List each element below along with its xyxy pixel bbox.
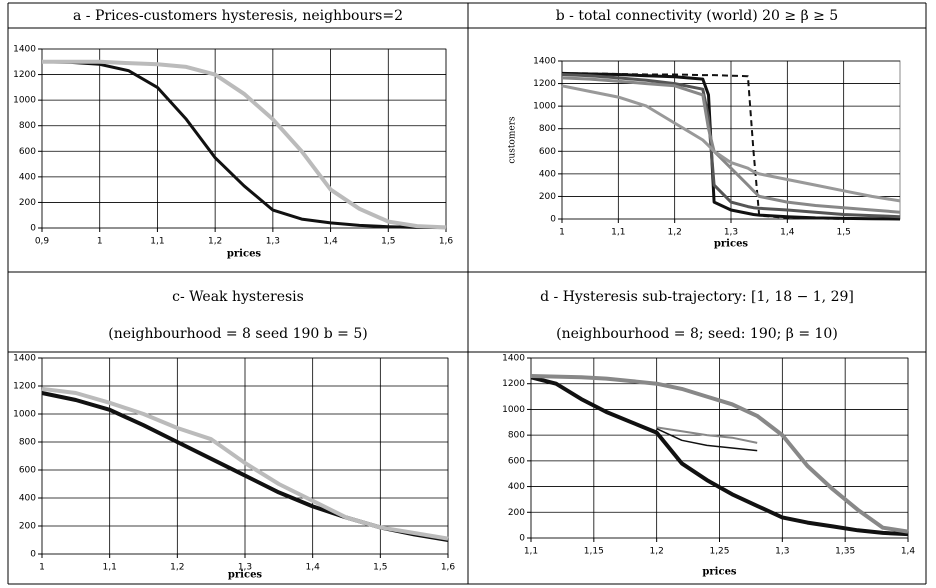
x-tick-label: 1,6 (439, 237, 454, 247)
series-line (561, 76, 901, 214)
y-tick-label: 1400 (13, 45, 36, 55)
y-tick-label: 1200 (533, 79, 556, 89)
y-tick-label: 0 (30, 224, 36, 234)
y-tick-label: 400 (19, 172, 36, 182)
y-tick-label: 1400 (13, 354, 36, 364)
x-axis-label: prices (228, 570, 263, 581)
y-tick-label: 200 (508, 508, 525, 518)
y-tick-label: 600 (19, 147, 36, 157)
series-line (561, 84, 901, 203)
x-tick-label: 1 (39, 563, 45, 573)
series-line (656, 426, 758, 444)
chart-title: d - Hysteresis sub-trajectory: [1, 18 − … (540, 289, 854, 305)
series-line (41, 386, 449, 541)
y-tick-label: 400 (508, 482, 525, 492)
y-tick-label: 1200 (13, 70, 36, 80)
y-tick-label: 600 (508, 456, 525, 466)
y-tick-label: 400 (19, 494, 36, 504)
x-tick-label: 1,4 (780, 228, 795, 238)
x-axis-label: prices (227, 249, 262, 260)
y-tick-label: 1200 (13, 382, 36, 392)
series-line (530, 375, 909, 537)
y-tick-label: 200 (539, 192, 556, 202)
y-tick-label: 0 (519, 534, 525, 544)
y-tick-label: 1000 (533, 102, 556, 112)
x-tick-label: 1,1 (611, 228, 625, 238)
x-tick-label: 1,2 (668, 228, 682, 238)
x-tick-label: 1,3 (266, 237, 280, 247)
chart-subtitle: (neighbourhood = 8; seed: 190; β = 10) (556, 326, 838, 342)
x-tick-label: 1,35 (835, 547, 855, 557)
x-tick-label: 1,1 (150, 237, 164, 247)
y-tick-label: 1000 (13, 96, 36, 106)
y-tick-label: 800 (19, 121, 36, 131)
series-line (41, 60, 447, 230)
x-tick-label: 1,6 (441, 563, 456, 573)
x-tick-label: 1,2 (170, 563, 184, 573)
y-tick-label: 800 (508, 431, 525, 441)
x-tick-label: 1,2 (650, 547, 664, 557)
y-tick-label: 200 (19, 198, 36, 208)
x-tick-label: 1 (97, 237, 103, 247)
series-line (656, 428, 758, 452)
chart-subtitle: (neighbourhood = 8 seed 190 b = 5) (108, 326, 367, 342)
y-tick-label: 0 (30, 550, 36, 560)
plot-area (41, 48, 447, 229)
x-tick-label: 1,1 (524, 547, 538, 557)
y-tick-label: 600 (539, 147, 556, 157)
x-axis-label: prices (702, 567, 737, 578)
series-line (530, 374, 909, 534)
x-tick-label: 1,4 (901, 547, 916, 557)
x-axis-label: prices (714, 239, 749, 250)
x-tick-label: 1,4 (323, 237, 338, 247)
chart-title: a - Prices-customers hysteresis, neighbo… (73, 8, 403, 24)
x-tick-label: 1,1 (103, 563, 117, 573)
chart-title: b - total connectivity (world) 20 ≥ β ≥ … (556, 8, 838, 24)
x-tick-label: 1,15 (584, 547, 604, 557)
x-tick-label: 1,3 (238, 563, 252, 573)
x-tick-label: 1,4 (306, 563, 321, 573)
x-tick-label: 1,3 (775, 547, 789, 557)
y-tick-label: 1200 (502, 379, 525, 389)
y-axis-label: customers (508, 116, 518, 164)
y-tick-label: 600 (19, 466, 36, 476)
chart-title: c- Weak hysteresis (172, 289, 304, 305)
x-tick-label: 1,2 (208, 237, 222, 247)
y-tick-label: 1400 (533, 57, 556, 67)
x-tick-label: 1,5 (373, 563, 387, 573)
series-line (562, 72, 901, 220)
y-tick-label: 1400 (502, 354, 525, 364)
x-tick-label: 1,5 (837, 228, 851, 238)
y-tick-label: 800 (539, 124, 556, 134)
series-line (561, 73, 901, 219)
series-line (42, 59, 447, 230)
x-tick-label: 1,3 (724, 228, 738, 238)
y-tick-label: 1000 (502, 405, 525, 415)
x-tick-label: 1 (559, 228, 565, 238)
x-tick-label: 1,25 (709, 547, 729, 557)
x-tick-label: 0,9 (35, 237, 50, 247)
y-tick-label: 0 (550, 215, 556, 225)
y-tick-label: 200 (19, 522, 36, 532)
y-tick-label: 800 (19, 438, 36, 448)
x-tick-label: 1,5 (381, 237, 395, 247)
y-tick-label: 400 (539, 169, 556, 179)
y-tick-label: 1000 (13, 410, 36, 420)
